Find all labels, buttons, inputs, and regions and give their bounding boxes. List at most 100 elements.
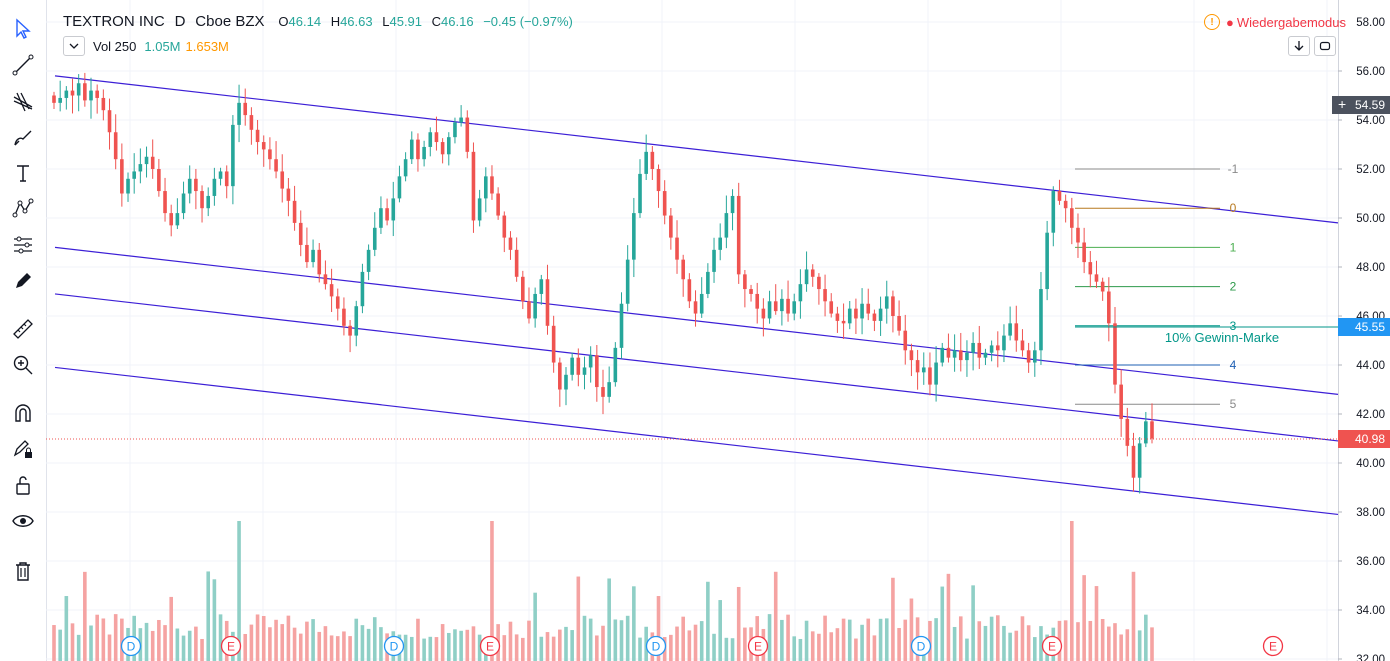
volume-bar	[780, 619, 784, 661]
lock-drawing-icon[interactable]	[6, 434, 40, 464]
dividend-marker[interactable]	[910, 635, 932, 657]
candle-body	[644, 151, 648, 174]
candle-body	[564, 374, 568, 390]
candle-body	[872, 313, 877, 321]
volume-bar	[669, 634, 673, 661]
reset-button[interactable]	[1314, 36, 1336, 56]
candle-body	[372, 227, 377, 250]
candle-body	[995, 345, 1000, 351]
volume-bar	[1125, 629, 1130, 661]
candle-body	[502, 215, 507, 238]
candle-body	[385, 208, 389, 221]
earnings-marker[interactable]	[1262, 635, 1284, 657]
volume-bar	[422, 638, 426, 661]
pencil-icon[interactable]	[6, 266, 40, 296]
candle-body	[835, 313, 840, 321]
earnings-marker[interactable]	[747, 635, 769, 657]
candle-body	[810, 269, 815, 277]
price-chart[interactable]: -1 0 1 2 3 4 5 10% Gewinn-Marke D E D E D E D E E 58.0…	[46, 0, 1390, 661]
volume-bar	[187, 630, 192, 661]
prediction-icon[interactable]	[6, 230, 40, 260]
dividend-marker[interactable]	[120, 635, 142, 657]
pattern-icon[interactable]	[6, 194, 40, 224]
fib-label: 3	[1230, 319, 1237, 333]
candle-body	[298, 222, 303, 245]
candle-body	[527, 301, 531, 319]
volume-bar	[249, 624, 254, 661]
candle-body	[397, 176, 402, 199]
volume-bar	[514, 634, 519, 661]
volume-bar	[712, 633, 716, 661]
ruler-icon[interactable]	[6, 314, 40, 344]
volume-bar	[243, 633, 248, 661]
candle-body	[582, 367, 587, 375]
drawing-toolbar	[0, 0, 47, 661]
eye-icon[interactable]	[6, 506, 40, 536]
magnet-icon[interactable]	[6, 398, 40, 428]
candle-body	[126, 178, 130, 194]
volume-bar	[1070, 521, 1074, 661]
volume-bar	[533, 592, 537, 661]
event-label: D	[127, 640, 136, 654]
text-icon[interactable]	[6, 158, 40, 188]
volume-bar	[601, 625, 605, 661]
candle-body	[335, 296, 340, 309]
candle-body	[194, 178, 198, 192]
volume-bar	[52, 625, 56, 661]
candle-body	[570, 357, 574, 375]
replay-mode-indicator[interactable]: ! ● Wiedergabemodus	[1204, 14, 1346, 30]
fib-label: 2	[1230, 280, 1237, 294]
event-label: E	[227, 640, 235, 654]
level-price: 45.55	[1354, 320, 1385, 334]
candle-body	[434, 132, 439, 143]
candle-body	[755, 293, 760, 309]
candle-body	[1088, 262, 1093, 275]
zoom-icon[interactable]	[6, 350, 40, 380]
last-price: 40.98	[1354, 432, 1385, 446]
parallel-channel	[54, 75, 1339, 516]
volume-bar	[940, 586, 945, 661]
earnings-marker[interactable]	[220, 635, 242, 657]
volume-bar	[1076, 622, 1080, 661]
level-annotation: 10% Gewinn-Marke	[1165, 330, 1279, 345]
volume-bar	[416, 618, 420, 661]
candle-body	[323, 274, 328, 285]
volume-bar	[83, 571, 87, 661]
volume-bar	[817, 633, 821, 661]
volume-bar	[255, 614, 260, 661]
trend-line-icon[interactable]	[6, 50, 40, 80]
volume-bar	[1144, 614, 1148, 661]
trash-icon[interactable]	[6, 556, 40, 586]
volume-bar	[218, 614, 223, 661]
fib-label: -1	[1228, 162, 1239, 176]
unlock-icon[interactable]	[6, 470, 40, 500]
dividend-marker[interactable]	[383, 635, 405, 657]
brush-icon[interactable]	[6, 122, 40, 152]
fib-label: 0	[1230, 201, 1237, 215]
candle-body	[305, 244, 309, 263]
dividend-marker[interactable]	[645, 635, 667, 657]
collapse-legend-button[interactable]	[63, 36, 85, 56]
candle-body	[342, 308, 346, 326]
candle-body	[1063, 200, 1068, 209]
candle-body	[366, 249, 371, 272]
volume-indicator-label[interactable]: Vol 250	[93, 38, 137, 54]
download-button[interactable]	[1288, 36, 1310, 56]
pitchfork-icon[interactable]	[6, 86, 40, 116]
interval[interactable]: D	[174, 13, 186, 30]
volume-bar	[268, 627, 272, 661]
price-tick-label: 44.00	[1356, 360, 1385, 372]
earnings-marker[interactable]	[479, 635, 501, 657]
cursor-icon[interactable]	[6, 14, 40, 44]
symbol-name[interactable]: TEXTRON INC	[63, 13, 165, 30]
candle-body	[1020, 340, 1025, 351]
candle-body	[533, 293, 537, 319]
volume-bar	[274, 619, 278, 661]
volume-bar	[903, 619, 908, 661]
earnings-marker[interactable]	[1041, 635, 1063, 657]
volume-bar	[490, 521, 494, 661]
candle-body	[619, 303, 624, 348]
candle-body	[422, 146, 426, 160]
candle-body	[453, 122, 457, 138]
candle-body	[231, 124, 235, 187]
